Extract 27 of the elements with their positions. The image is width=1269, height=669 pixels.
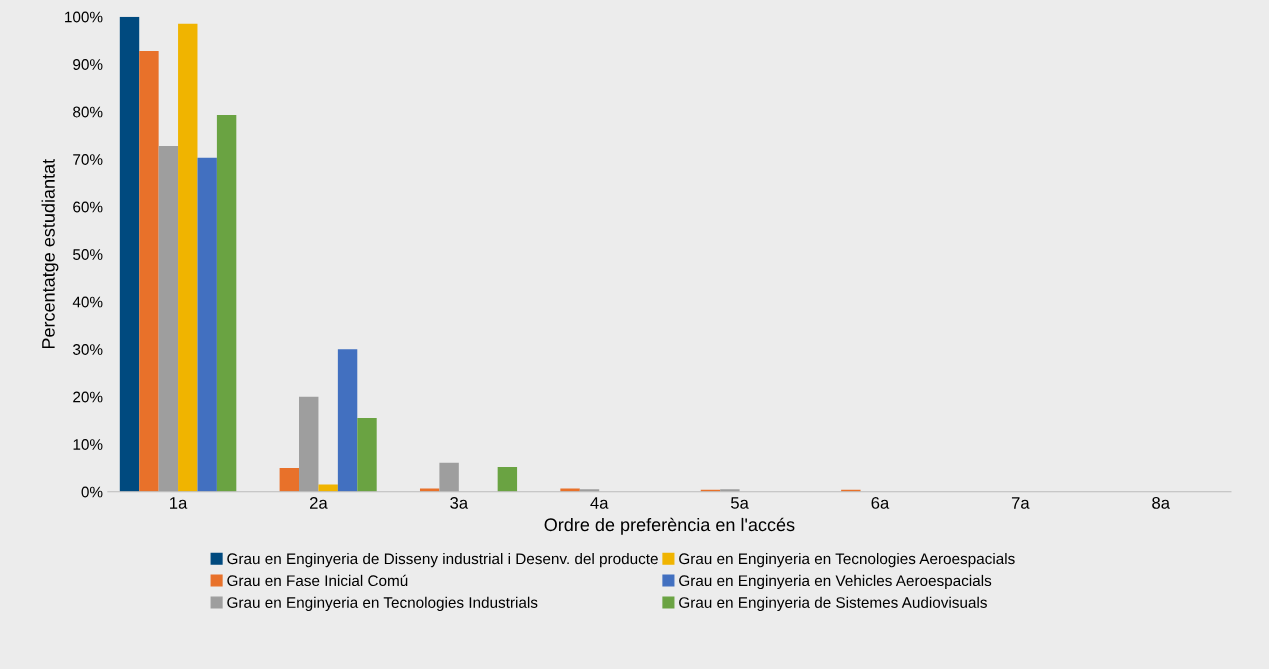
y-tick-label: 10% [73, 439, 103, 450]
x-tick-label: 3a [450, 497, 469, 509]
legend-label: Grau en Enginyeria en Tecnologies Industrials [227, 596, 538, 611]
x-axis-title: Ordre de preferència en l'accés [544, 517, 795, 535]
y-tick-label: 100% [65, 11, 103, 23]
legend-label: Grau en Enginyeria de Disseny industrial i Desenv. del producte [227, 552, 658, 568]
y-tick-label: 60% [73, 201, 103, 213]
y-tick-label: 70% [73, 154, 103, 165]
y-axis-title: Percentatge estudiantat [41, 158, 59, 349]
x-tick-label: 6a [871, 497, 890, 509]
y-tick-label: 80% [73, 106, 103, 118]
y-tick-label: 20% [73, 391, 103, 403]
y-tick-label: 40% [72, 296, 103, 308]
x-tick-label: 1a [170, 497, 188, 509]
x-tick-label: 4a [590, 497, 609, 509]
legend-label: Grau en Enginyeria en Tecnologies Aeroespacials [679, 552, 1015, 568]
legend-label: Grau en Enginyeria de Sistemes Audiovisuals [679, 596, 987, 611]
y-tick-label: 50% [73, 249, 103, 260]
legend-label: Grau en Enginyeria en Vehicles Aeroespacials [679, 574, 992, 590]
x-tick-label: 2a [310, 497, 328, 509]
legend-label: Grau en Fase Inicial Comú [227, 574, 408, 587]
y-tick-label: 90% [73, 59, 103, 70]
y-tick-label: 0% [81, 486, 103, 498]
y-tick-label: 30% [73, 344, 103, 355]
x-tick-label: 8a [1152, 497, 1171, 509]
x-tick-label: 7a [1011, 497, 1030, 509]
x-tick-label: 5a [730, 497, 749, 509]
